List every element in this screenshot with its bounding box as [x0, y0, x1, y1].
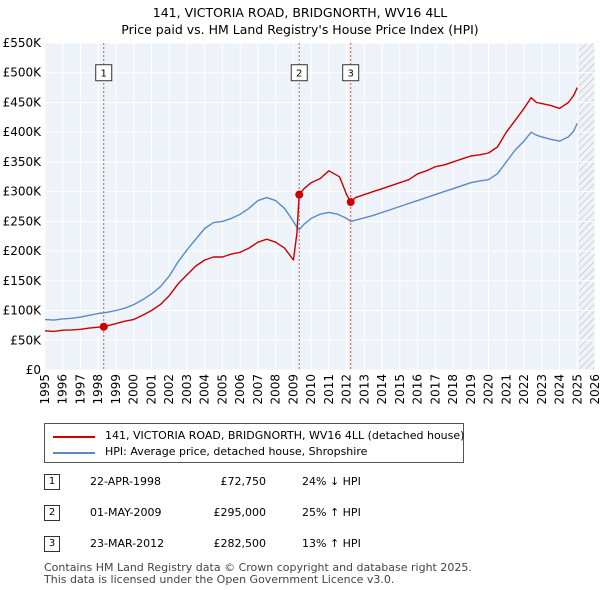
footer-license: This data is licensed under the Open Gov…	[44, 573, 395, 586]
x-tick-label: 2014	[375, 374, 389, 405]
transaction-date: 23-MAR-2012	[90, 537, 165, 550]
footer-copyright: Contains HM Land Registry data © Crown c…	[44, 561, 472, 574]
transaction-price: £72,750	[220, 475, 267, 488]
chart-subtitle: Price paid vs. HM Land Registry's House …	[121, 22, 479, 37]
legend-swatch-property	[53, 436, 95, 438]
x-tick-label: 2003	[180, 374, 194, 405]
y-tick-label: £450K	[3, 95, 43, 109]
y-tick-label: £250K	[3, 214, 43, 228]
x-tick-label: 1999	[109, 374, 123, 405]
transaction-row: 1 22-APR-1998 £72,750 24% ↓ HPI	[44, 472, 564, 492]
x-tick-label: 2025	[570, 374, 584, 405]
x-tick-label: 2019	[464, 374, 478, 405]
x-tick-label: 2018	[446, 374, 460, 405]
sale-marker-label: 2	[296, 69, 302, 80]
sale-marker-box	[342, 64, 360, 82]
x-tick-label: 2020	[482, 374, 496, 405]
x-tick-label: 2000	[127, 374, 141, 405]
transaction-hpi-change: 25% ↑ HPI	[302, 506, 361, 519]
transaction-price: £295,000	[213, 506, 267, 519]
transaction-date: 01-MAY-2009	[90, 506, 162, 519]
chart-title: 141, VICTORIA ROAD, BRIDGNORTH, WV16 4LL	[152, 5, 448, 20]
x-tick-label: 2012	[340, 374, 354, 405]
forecast-hatch	[579, 43, 595, 370]
transaction-hpi-change: 24% ↓ HPI	[302, 475, 361, 488]
x-tick-label: 2026	[588, 374, 600, 405]
legend-label-hpi: HPI: Average price, detached house, Shro…	[105, 445, 368, 458]
transaction-number: 1	[44, 474, 60, 490]
y-tick-label: £350K	[3, 155, 43, 169]
x-tick-label: 1997	[73, 374, 87, 405]
y-tick-label: £150K	[3, 274, 43, 288]
transaction-date: 22-APR-1998	[90, 475, 162, 488]
sale-point	[346, 198, 355, 207]
transaction-hpi-change: 13% ↑ HPI	[302, 537, 361, 550]
sale-marker-label: 3	[348, 69, 354, 80]
transaction-price: £282,500	[213, 537, 267, 550]
x-tick-label: 2007	[251, 374, 265, 405]
transaction-number: 3	[44, 536, 60, 552]
y-tick-label: £100K	[3, 304, 43, 318]
transaction-row: 3 23-MAR-2012 £282,500 13% ↑ HPI	[44, 534, 564, 554]
y-tick-label: £200K	[3, 244, 43, 258]
y-tick-label: £550K	[3, 36, 43, 50]
legend-swatch-hpi	[53, 452, 95, 454]
x-tick-label: 2023	[535, 374, 549, 405]
x-tick-label: 2024	[553, 374, 567, 405]
x-tick-label: 2002	[162, 374, 176, 405]
sale-marker-label: 1	[101, 69, 107, 80]
y-tick-label: £400K	[3, 125, 43, 139]
x-tick-label: 2017	[428, 374, 442, 405]
hpi-line	[44, 123, 578, 321]
x-tick-label: 2006	[233, 374, 247, 405]
transaction-row: 2 01-MAY-2009 £295,000 25% ↑ HPI	[44, 503, 564, 523]
x-tick-label: 1995	[38, 374, 52, 405]
sale-marker-box	[95, 64, 113, 82]
x-tick-label: 2010	[304, 374, 318, 405]
transaction-number: 2	[44, 505, 60, 521]
x-tick-label: 2013	[357, 374, 371, 405]
x-tick-label: 1996	[56, 374, 70, 405]
x-tick-label: 2021	[499, 374, 513, 405]
x-tick-label: 2015	[393, 374, 407, 405]
x-tick-label: 2004	[198, 374, 212, 405]
x-tick-label: 2001	[144, 374, 158, 405]
x-tick-label: 2005	[215, 374, 229, 405]
x-tick-label: 1998	[91, 374, 105, 405]
y-tick-label: £300K	[3, 185, 43, 199]
legend: 141, VICTORIA ROAD, BRIDGNORTH, WV16 4LL…	[44, 423, 464, 463]
x-tick-label: 2008	[269, 374, 283, 405]
plot-background	[45, 43, 595, 370]
x-tick-label: 2011	[322, 374, 336, 405]
y-tick-label: £50K	[10, 333, 42, 347]
property-price-line	[44, 87, 578, 333]
legend-label-property: 141, VICTORIA ROAD, BRIDGNORTH, WV16 4LL…	[105, 429, 465, 442]
x-tick-label: 2016	[411, 374, 425, 405]
price-chart: 1 2 3 £0 £50K £100K £150K £200K £250K £300K £350K £…	[3, 36, 600, 405]
x-tick-label: 2009	[286, 374, 300, 405]
sale-marker-box	[290, 64, 308, 82]
y-tick-label: £500K	[3, 66, 43, 80]
sale-point	[295, 190, 304, 199]
x-tick-label: 2022	[517, 374, 531, 405]
sale-point	[99, 322, 108, 331]
y-tick-label: £0	[26, 363, 41, 377]
